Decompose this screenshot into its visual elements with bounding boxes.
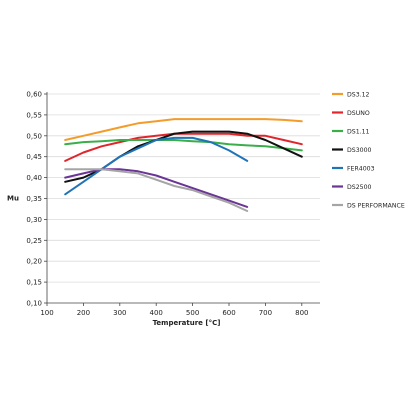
y-tick-label: 0,10	[26, 300, 42, 308]
series-lines	[64, 118, 303, 212]
legend: DS3.12 DSUNO DS1.11 DS3000 FER4003 DS2500 DS P…	[332, 91, 405, 209]
legend-label: DS PERFORMANCE	[347, 202, 405, 209]
series-line-ds-performance	[64, 168, 249, 212]
y-tick-label: 0,20	[26, 258, 42, 266]
tick-labels: 0,10 0,15 0,20 0,25 0,30 0,35 0,40 0,45 0,50 0,55…	[26, 91, 308, 318]
series-line-ds2500	[64, 168, 249, 208]
x-tick-label: 800	[295, 309, 308, 317]
y-tick-label: 0,60	[26, 91, 42, 99]
x-tick-label: 700	[259, 309, 272, 317]
x-tick-label: 400	[150, 309, 163, 317]
legend-label: DS2500	[347, 184, 372, 191]
legend-label: DS3000	[347, 147, 372, 154]
y-tick-label: 0,30	[26, 216, 42, 224]
x-tick-label: 200	[77, 309, 90, 317]
y-tick-label: 0,45	[26, 153, 42, 161]
axes	[44, 92, 320, 306]
series-line-ds3-12	[64, 118, 303, 141]
y-tick-label: 0,55	[26, 111, 42, 119]
series-line-dsuno	[64, 132, 303, 162]
x-tick-label: 500	[186, 309, 199, 317]
y-tick-label: 0,50	[26, 132, 42, 140]
x-axis-label: Temperature [°C]	[153, 319, 221, 327]
legend-label: DSUNO	[347, 110, 370, 117]
legend-label: DS3.12	[347, 91, 370, 98]
x-tick-label: 100	[40, 309, 53, 317]
x-tick-label: 300	[113, 309, 126, 317]
y-tick-label: 0,35	[26, 195, 42, 203]
y-tick-label: 0,25	[26, 237, 42, 245]
series-line-fer4003	[64, 136, 249, 196]
legend-label: DS1.11	[347, 128, 370, 135]
series-line-ds1-11	[64, 139, 303, 152]
gridlines	[47, 93, 320, 283]
y-tick-label: 0,40	[26, 174, 42, 182]
y-axis-label: Mu	[7, 195, 19, 203]
legend-label: FER4003	[347, 165, 375, 172]
x-tick-label: 600	[222, 309, 235, 317]
y-tick-label: 0,15	[26, 279, 42, 287]
